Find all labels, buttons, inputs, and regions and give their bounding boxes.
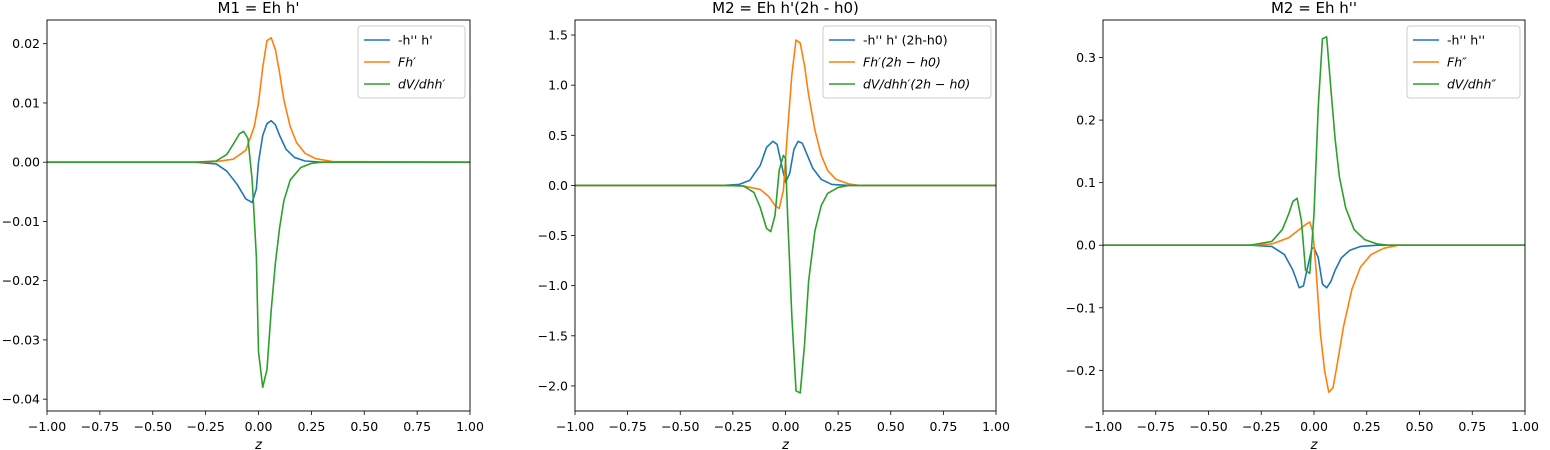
legend-box: [357, 25, 466, 99]
y-tick-label: 0.2: [1076, 113, 1096, 128]
legend-label: -h'' h'': [1447, 33, 1485, 48]
x-tick-label: 1.00: [1511, 419, 1539, 434]
x-tick-label: 0.25: [297, 419, 325, 434]
series-line-3: [47, 130, 470, 389]
x-tick-label: −0.50: [661, 419, 699, 434]
legend-label: dV/dhh′(2h − h0): [863, 77, 970, 92]
x-tick-label: −0.50: [1189, 419, 1227, 434]
chart-title: M2 = Eh h'': [1271, 0, 1357, 17]
chart-title: M1 = Eh h': [218, 0, 300, 17]
legend-label: -h'' h': [398, 33, 433, 48]
series-line-2: [47, 36, 470, 163]
series-line-3: [575, 154, 996, 394]
legend: -h'' h'' Fh″ dV/dhh″: [1406, 25, 1521, 99]
chart-title: M2 = Eh h'(2h - h0): [712, 0, 859, 17]
y-tick-label: 0.3: [1076, 50, 1096, 65]
y-tick-label: −0.03: [2, 332, 40, 347]
axes-frame: [574, 19, 997, 412]
y-tick-label: 1.0: [548, 78, 568, 93]
legend-label: Fh″: [1447, 55, 1467, 70]
axes-frame: [1102, 19, 1526, 412]
axes-frame: [46, 19, 471, 412]
x-tick-label: −0.50: [134, 419, 172, 434]
x-tick-label: 0.00: [245, 419, 273, 434]
x-tick-label: 1.00: [982, 419, 1010, 434]
x-tick-label: 0.00: [1300, 419, 1328, 434]
series-line-2: [575, 39, 996, 210]
x-tick-label: 0.75: [403, 419, 431, 434]
x-tick-label: −1.00: [28, 419, 66, 434]
x-tick-label: 0.25: [1353, 419, 1381, 434]
x-tick-label: −0.25: [1242, 419, 1280, 434]
series-line-3: [1103, 36, 1525, 275]
legend-box: [822, 25, 992, 99]
series-line-1: [575, 140, 996, 187]
x-tick-label: −0.25: [714, 419, 752, 434]
x-tick-label: 0.25: [824, 419, 852, 434]
y-tick-label: 0.02: [12, 36, 40, 51]
legend-label: Fh′: [398, 55, 416, 70]
x-tick-label: 0.50: [1406, 419, 1434, 434]
y-tick-label: −2.0: [538, 378, 568, 393]
x-tick-label: 0.00: [772, 419, 800, 434]
y-tick-label: −0.01: [2, 214, 40, 229]
y-tick-label: −0.1: [1066, 300, 1096, 315]
y-tick-label: 0.01: [12, 95, 40, 110]
x-axis-label: z: [254, 438, 263, 450]
y-tick-label: 0.0: [1076, 238, 1096, 253]
legend: -h'' h' (2h-h0) Fh′(2h − h0) dV/dhh′(2h − …: [822, 25, 992, 99]
legend-label: dV/dhh′: [398, 77, 445, 92]
y-tick-label: 0.1: [1076, 175, 1096, 190]
legend: -h'' h' Fh′ dV/dhh′: [357, 25, 466, 99]
x-tick-label: 0.50: [350, 419, 378, 434]
y-tick-label: 0.5: [548, 128, 568, 143]
y-tick-label: −0.04: [2, 392, 40, 407]
x-tick-label: −0.75: [81, 419, 119, 434]
series-line-2: [1103, 221, 1525, 394]
y-tick-label: −0.5: [538, 228, 568, 243]
x-axis-label: z: [1310, 438, 1319, 450]
y-tick-label: 1.5: [548, 28, 568, 43]
x-tick-label: 0.75: [929, 419, 957, 434]
x-tick-label: 0.50: [877, 419, 905, 434]
legend-label: -h'' h' (2h-h0): [863, 33, 948, 48]
x-tick-label: −0.25: [186, 419, 224, 434]
y-tick-label: 0.00: [12, 155, 40, 170]
series-line-1: [1103, 244, 1525, 289]
y-tick-label: 0.0: [548, 178, 568, 193]
x-tick-label: −1.00: [556, 419, 594, 434]
x-tick-label: 0.75: [1458, 419, 1486, 434]
x-tick-label: −0.75: [1137, 419, 1175, 434]
x-tick-label: 1.00: [456, 419, 484, 434]
legend-box: [1406, 25, 1521, 99]
x-tick-label: −1.00: [1084, 419, 1122, 434]
chart-panel-3: M2 = Eh h'' −1.00 −0.75 −0.50 −0.25 0.00 0.25 0…: [1066, 0, 1539, 450]
y-tick-label: −1.0: [538, 278, 568, 293]
y-tick-label: −0.02: [2, 273, 40, 288]
chart-panel-1: M1 = Eh h' −1.00 −0.75 −0.50 −0.25 0.00 0.25 0.…: [2, 0, 484, 450]
chart-panel-2: M2 = Eh h'(2h - h0) −1.00 −0.75 −0.50 −0.25 0…: [538, 0, 1010, 450]
legend-label: Fh′(2h − h0): [863, 55, 941, 70]
x-tick-label: −0.75: [608, 419, 646, 434]
series-line-1: [47, 119, 470, 204]
y-tick-label: −0.2: [1066, 363, 1096, 378]
legend-label: dV/dhh″: [1447, 77, 1496, 92]
y-tick-label: −1.5: [538, 328, 568, 343]
x-axis-label: z: [781, 438, 790, 450]
